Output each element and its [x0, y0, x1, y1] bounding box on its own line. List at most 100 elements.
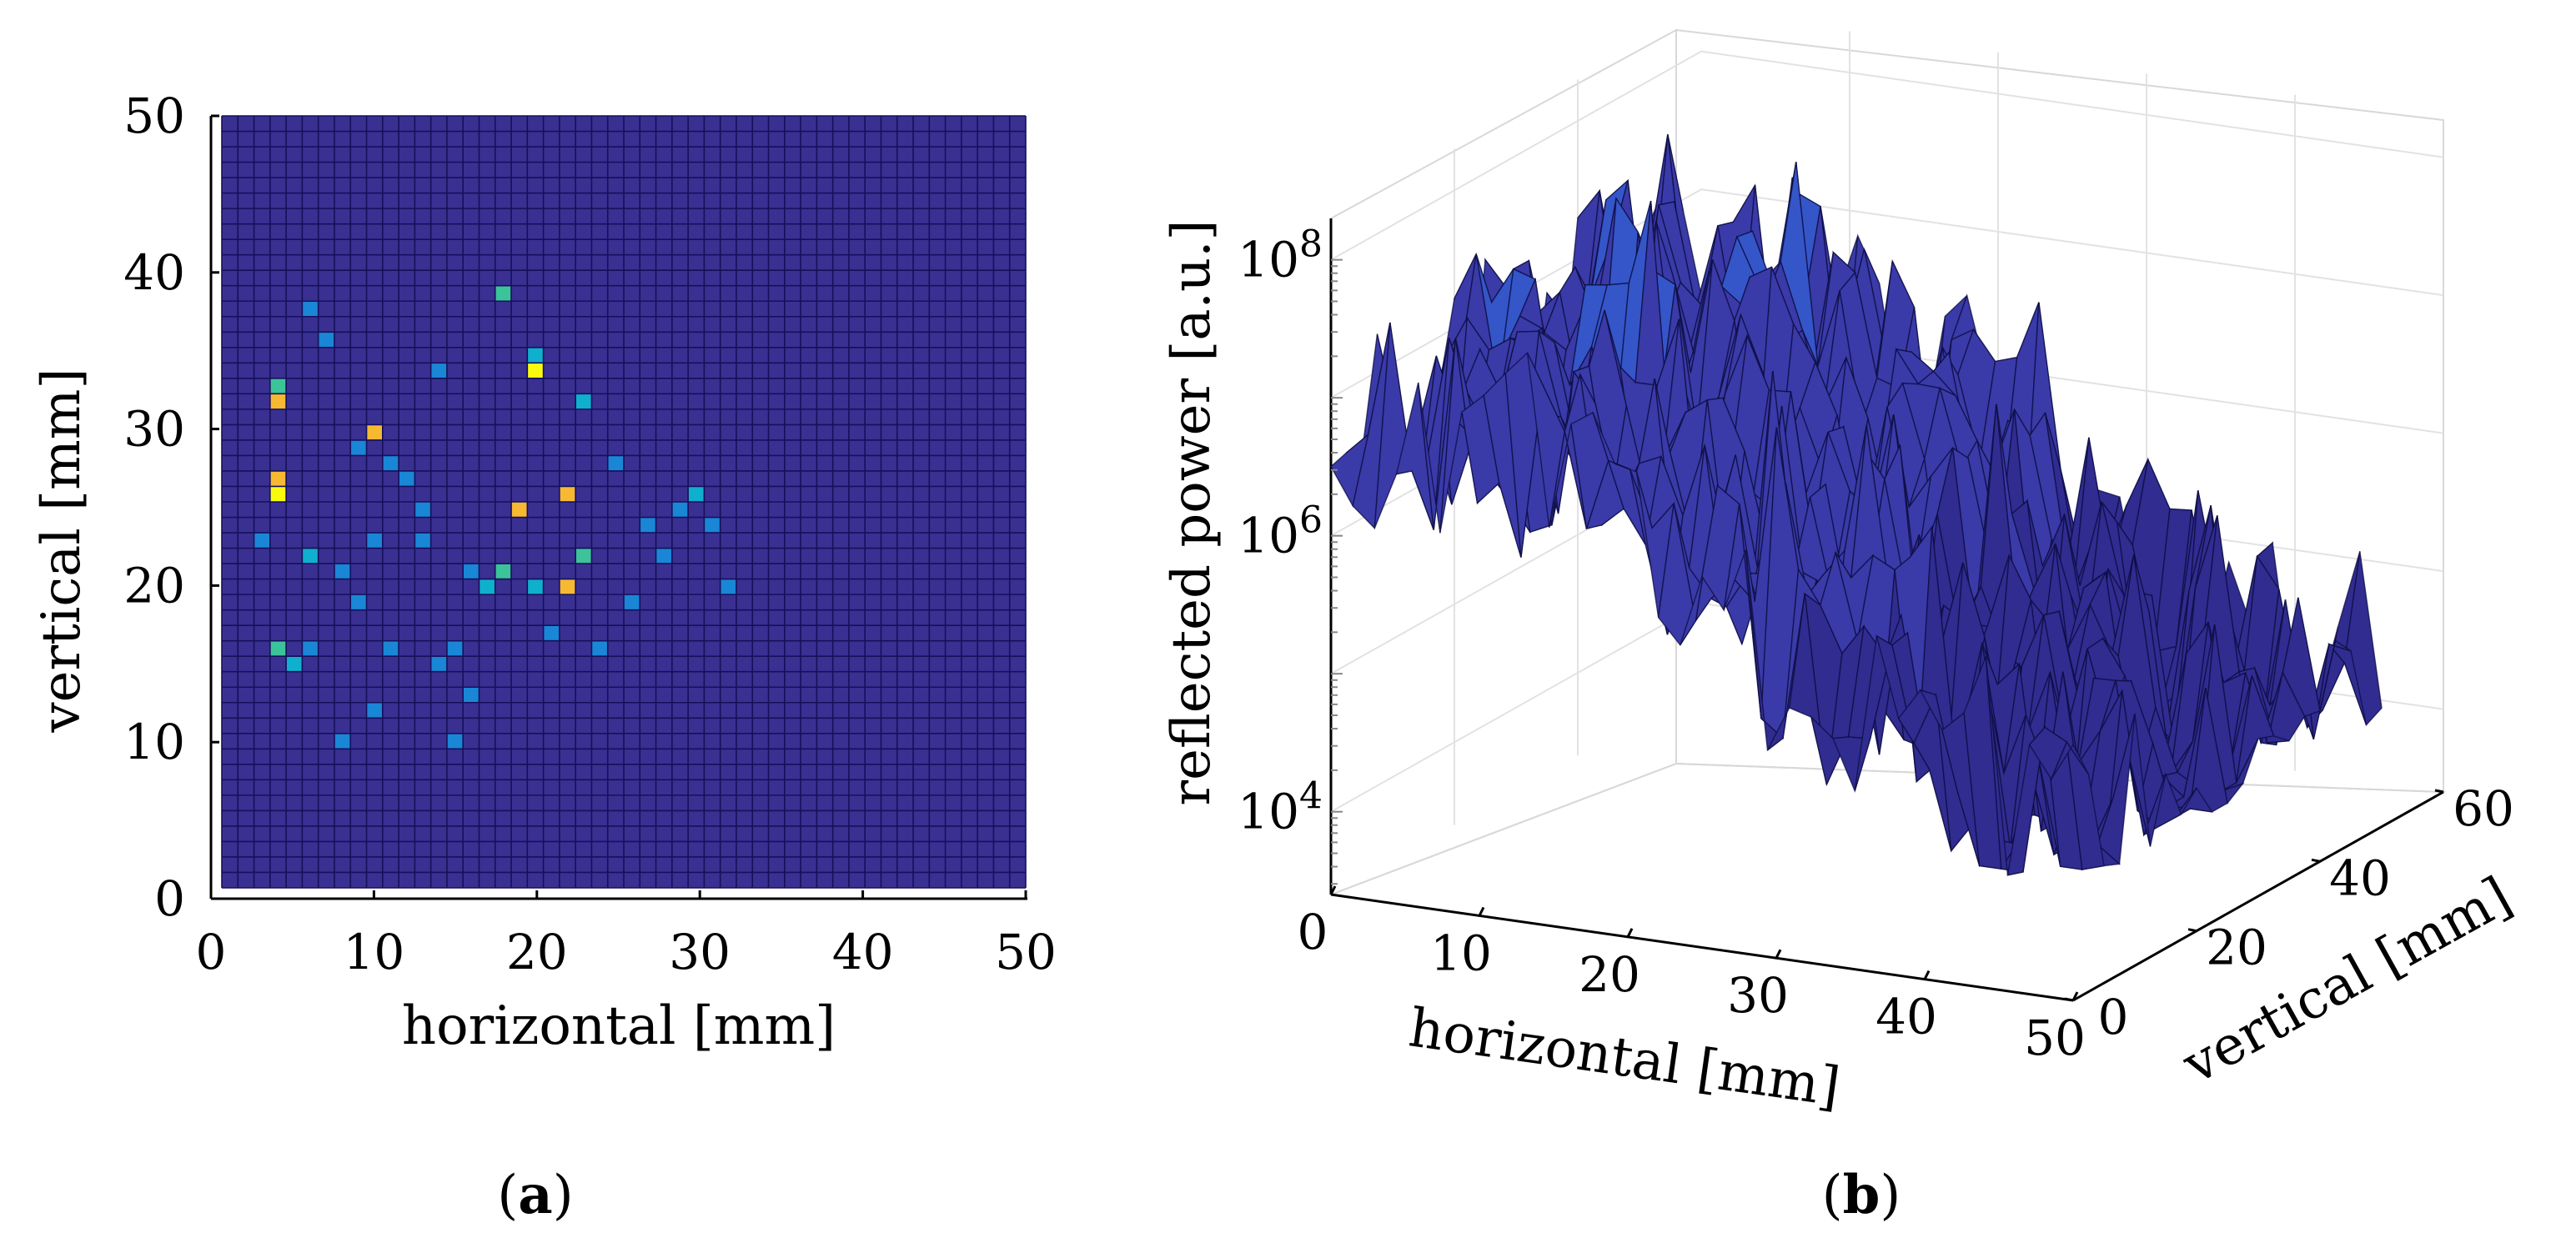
heatmap-cell [269, 470, 287, 487]
heatmap-cell [543, 625, 560, 641]
heatmap-cell [527, 363, 544, 378]
heatmap-cell [269, 393, 287, 409]
heatmap-cell [286, 656, 303, 672]
heatmap-y-tick-label: 30 [123, 401, 185, 458]
surface-x-tick-label: 10 [1430, 925, 1492, 981]
surface-y-tick-label: 40 [2329, 850, 2391, 906]
surface-z-ticks: 104 106 108 [1238, 223, 1343, 885]
heatmap-cell [559, 579, 576, 595]
surface-x-tick-label: 30 [1727, 967, 1789, 1024]
heatmap-x-tick-label: 10 [343, 924, 404, 980]
heatmap-x-tick-label: 30 [669, 924, 731, 980]
heatmap-cell [334, 733, 351, 749]
heatmap-cell [366, 424, 383, 440]
heatmap-y-label: vertical [mm] [31, 368, 93, 734]
heatmap-cell [463, 564, 480, 579]
heatmap-cell [640, 517, 656, 534]
surface-y-tick-label: 0 [2098, 989, 2129, 1045]
surface-y-tick-mark [2064, 997, 2074, 1002]
surface-x-tick-mark [1329, 885, 1337, 895]
heatmap-cell [591, 640, 608, 657]
heatmap-cell [495, 564, 512, 579]
heatmap-cell [414, 533, 431, 549]
heatmap-cell [269, 378, 287, 394]
heatmap-cell [350, 594, 367, 610]
surface-y-axis [2072, 790, 2444, 1002]
heatmap-cell [302, 301, 319, 317]
heatmap-cell [511, 502, 528, 518]
heatmap-cell [302, 640, 319, 657]
heatmap-cell [430, 363, 447, 378]
heatmap-y-tick-label: 0 [154, 870, 185, 927]
heatmap-y-tick-label: 10 [123, 714, 185, 770]
heatmap-cell [334, 564, 351, 579]
surface-y-tick-mark [2434, 789, 2444, 794]
heatmap-y-ticks: 0 10 20 30 40 50 [123, 88, 219, 927]
heatmap-grid [221, 115, 1027, 889]
surface-face [2343, 551, 2383, 727]
heatmap-cell [575, 393, 592, 409]
surface-z-tick-label: 108 [1238, 223, 1323, 288]
heatmap-cell [624, 594, 640, 610]
heatmap-cell [446, 733, 464, 749]
heatmap-cell [688, 486, 705, 502]
surface-z-tick-label: 106 [1238, 499, 1323, 564]
surface-x-axis [1330, 893, 2074, 1002]
heatmap-cell [399, 470, 415, 487]
heatmap-cell [430, 656, 447, 672]
surface-x-ticks: 0 10 20 30 40 50 [1298, 885, 2086, 1066]
heatmap-cell [559, 486, 576, 502]
surface-x-tick-mark [2071, 991, 2079, 1001]
heatmap-cell [446, 640, 464, 657]
heatmap-cell [414, 502, 431, 518]
heatmap-x-tick-label: 20 [506, 924, 568, 980]
heatmap-cell [302, 548, 319, 564]
surface-x-tick-mark [1478, 906, 1485, 917]
heatmap-cell [495, 285, 512, 302]
heatmap-cell [527, 347, 544, 363]
surface-x-tick-label: 50 [2024, 1010, 2086, 1066]
surface-z-label: reflected power [a.u.] [1161, 220, 1223, 806]
heatmap-cell [655, 548, 672, 564]
surface-face [2051, 740, 2090, 780]
heatmap-cell [350, 439, 367, 456]
heatmap-cells [254, 285, 736, 749]
surface-y-tick-label: 60 [2453, 780, 2514, 837]
heatmap-cell [463, 687, 480, 703]
heatmap-cell [269, 486, 287, 502]
surface-z-tick-label: 104 [1238, 775, 1323, 840]
surface-y-tick-mark [2187, 928, 2197, 933]
heatmap-x-tick-label: 50 [995, 924, 1057, 980]
surface-x-tick-mark [1775, 949, 1782, 959]
heatmap-x-tick-label: 40 [832, 924, 894, 980]
heatmap-cell [720, 579, 736, 595]
heatmap-x-ticks: 0 10 20 30 40 50 [196, 890, 1057, 980]
heatmap-cell [382, 455, 399, 471]
surface-x-tick-label: 20 [1579, 946, 1640, 1003]
heatmap-cell [575, 548, 592, 564]
floor-pane [1330, 762, 2447, 1002]
surface-mesh [1330, 134, 2383, 876]
heatmap-cell [527, 579, 544, 595]
heatmap-y-tick-label: 40 [123, 244, 185, 301]
heatmap-cell [366, 533, 383, 549]
panel-a-label: (a) [497, 1164, 573, 1226]
heatmap-cell [382, 640, 399, 657]
heatmap-y-tick-label: 50 [123, 88, 185, 144]
surface-y-tick-mark [2311, 858, 2321, 863]
heatmap-cell [607, 455, 624, 471]
surface-x-tick-label: 40 [1876, 989, 1937, 1045]
surface-y-tick-label: 20 [2206, 920, 2267, 976]
heatmap-cell [366, 702, 383, 719]
heatmap-cell [479, 579, 495, 595]
heatmap-y-tick-label: 20 [123, 557, 185, 614]
heatmap-cell [254, 533, 270, 549]
heatmap-x-tick-label: 0 [196, 924, 227, 980]
panel-b-label: (b) [1822, 1164, 1901, 1226]
surface-grid-line [1330, 50, 2444, 261]
surface-y-ticks: 0 20 40 60 [2064, 780, 2514, 1045]
surface-x-tick-mark [1923, 970, 1931, 980]
